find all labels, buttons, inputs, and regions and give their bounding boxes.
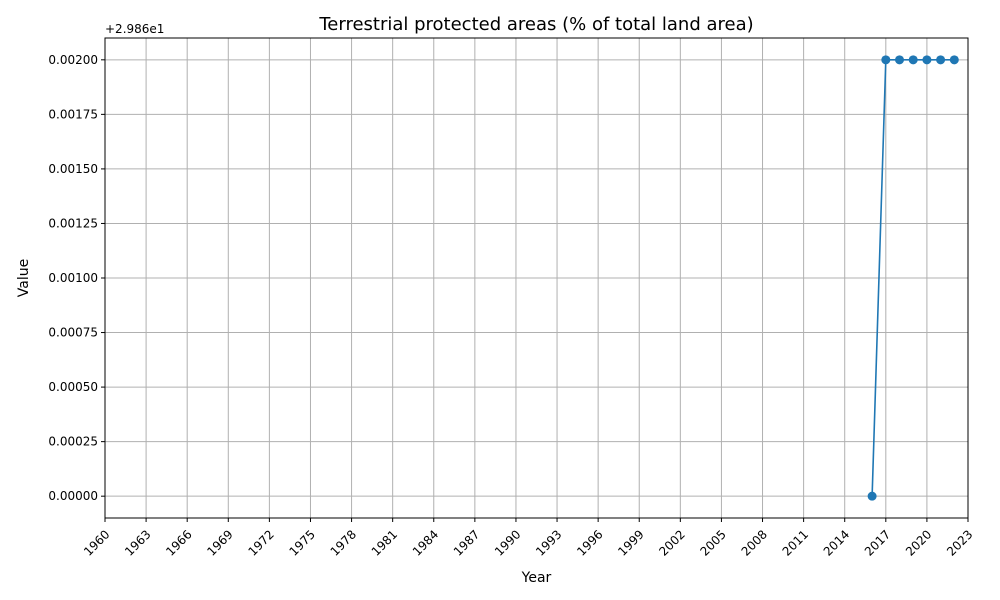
x-tick-label: 2023 [944,527,975,558]
y-axis-ticks: 0.00000 0.00025 0.00050 0.00075 0.00100 0.001… [48,53,105,503]
x-tick-label: 1963 [122,527,153,558]
data-point [922,55,932,65]
x-tick-label: 1993 [533,527,564,558]
y-tick-label: 0.00175 [48,107,98,121]
x-tick-label: 1999 [615,527,646,558]
x-tick-label: 2008 [739,527,770,558]
y-tick-label: 0.00150 [48,162,98,176]
x-tick-label: 2005 [697,527,728,558]
y-tick-label: 0.00000 [48,489,98,503]
data-point [867,491,877,501]
data-point [895,55,905,65]
y-tick-label: 0.00025 [48,435,98,449]
y-tick-label: 0.00100 [48,271,98,285]
y-offset-label: +2.986e1 [105,22,164,36]
x-tick-label: 1969 [204,527,235,558]
x-tick-label: 1960 [81,527,112,558]
x-tick-label: 2002 [656,527,687,558]
series-layer [867,55,959,501]
x-tick-label: 1972 [245,527,276,558]
grid [104,38,969,518]
y-tick-label: 0.00125 [48,216,98,230]
y-tick-label: 0.00050 [48,380,98,394]
x-tick-label: 1978 [328,527,359,558]
data-point [881,55,891,65]
y-axis-label: Value [16,259,32,297]
x-tick-label: 1975 [287,527,318,558]
data-point [949,55,959,65]
x-tick-label: 2011 [780,527,811,558]
y-tick-label: 0.00075 [48,326,98,340]
data-point [936,55,946,65]
x-tick-label: 1990 [492,527,523,558]
data-point [908,55,918,65]
x-tick-label: 1966 [163,527,194,558]
x-tick-label: 1996 [574,527,605,558]
x-tick-label: 1981 [369,527,400,558]
chart-title: Terrestrial protected areas (% of total … [318,14,753,35]
x-axis-ticks: 1960 1963 1966 1969 1972 1975 1978 1981 1984 1987… [81,518,976,559]
x-tick-label: 2020 [903,527,934,558]
x-tick-label: 1984 [410,527,441,558]
x-axis-label: Year [521,570,552,586]
y-tick-label: 0.00200 [48,53,98,67]
x-tick-label: 2014 [821,527,852,558]
x-tick-label: 2017 [862,527,893,558]
x-tick-label: 1987 [451,527,482,558]
